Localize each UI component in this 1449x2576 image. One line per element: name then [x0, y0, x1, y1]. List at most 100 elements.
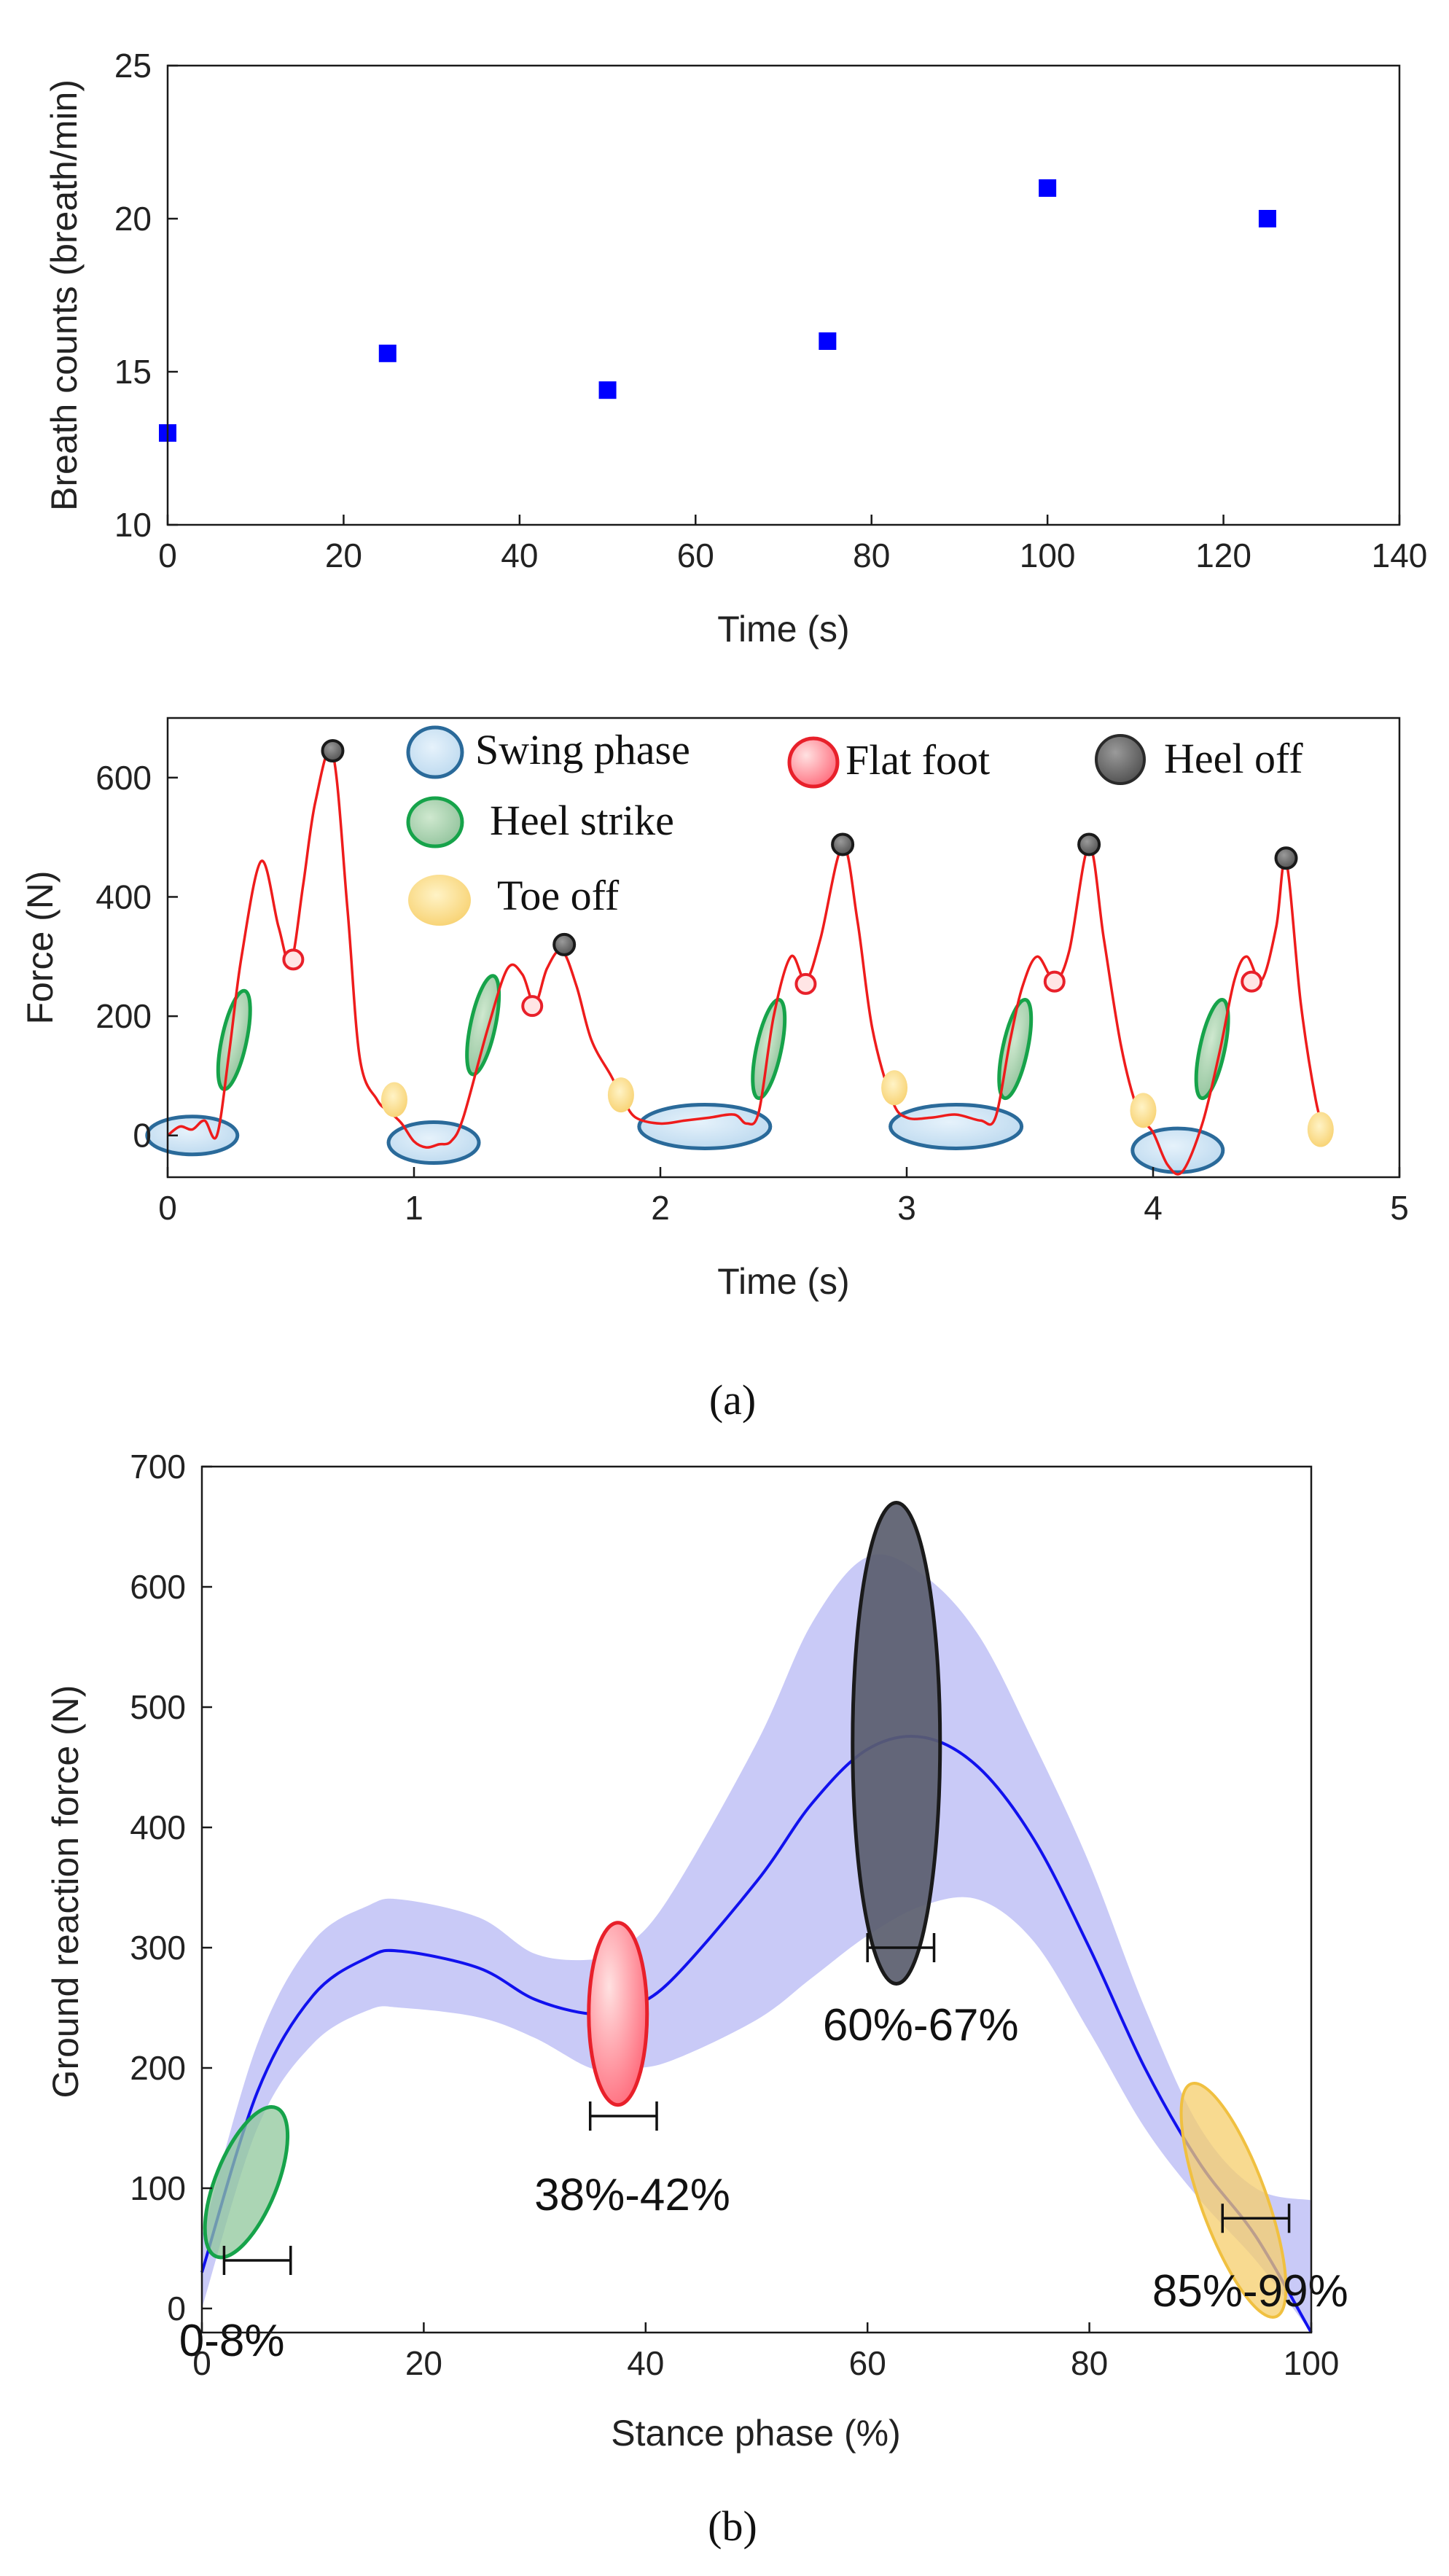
flat-foot-marker: [521, 995, 544, 1018]
force-x-tick-label: 5: [1390, 1189, 1409, 1227]
breath-count-marks: [159, 179, 1276, 442]
breath-y-tick-label: 20: [114, 200, 152, 238]
flat-foot-marker: [1241, 970, 1263, 993]
heel-off-marker: [552, 932, 577, 956]
force-chart-frame: [166, 717, 1401, 1179]
breath-count-chart: 0 20 40 60 80 100 120 140 10 15 20 25 Time (s) Brea…: [44, 47, 1427, 649]
breath-x-tick-label: 40: [501, 536, 538, 574]
heel-off-marker: [831, 832, 855, 856]
stance-x-tick-label: 80: [1071, 2344, 1108, 2382]
flat-foot-marker: [282, 948, 305, 971]
force-marks: [145, 739, 1334, 1176]
breath-y-tick-label: 15: [114, 353, 152, 391]
stance-y-tick-label: 700: [130, 1448, 186, 1486]
swing-phase-legend-icon: [406, 725, 464, 779]
force-y-tick-label: 0: [133, 1117, 152, 1155]
breath-chart-ticks: 0 20 40 60 80 100 120 140 10 15 20 25: [114, 47, 1428, 574]
toe-off-legend-icon: [408, 875, 471, 926]
heel-strike-legend-icon: [406, 796, 464, 848]
swing-phase-marker: [888, 1102, 1024, 1150]
heel-off-region: [851, 1501, 942, 1986]
stance-y-tick-label: 500: [130, 1688, 186, 1726]
force-chart-xlabel: Time (s): [717, 1261, 849, 1302]
legend-swing-phase: Swing phase: [475, 726, 690, 773]
stance-x-tick-label: 0: [192, 2344, 211, 2382]
flat-foot-legend-icon: [787, 736, 840, 789]
breath-x-tick-label: 100: [1020, 536, 1076, 574]
force-legend: Swing phase Flat foot Heel off Heel stri…: [406, 725, 1303, 926]
flat-foot-region: [587, 1921, 649, 2107]
breath-data-point: [819, 332, 837, 350]
force-x-tick-label: 3: [897, 1189, 916, 1227]
breath-x-tick-label: 20: [325, 536, 362, 574]
force-y-tick-label: 400: [95, 878, 152, 916]
toe-off-marker: [380, 1082, 407, 1117]
std-band: [202, 1554, 1311, 2333]
force-chart-ylabel: Force (N): [20, 870, 60, 1024]
stance-x-tick-label: 40: [627, 2344, 664, 2382]
mean-force-line: [200, 1734, 1313, 2333]
toe-off-marker: [1307, 1112, 1334, 1147]
breath-y-tick-label: 10: [114, 506, 152, 544]
stance-chart-frame: [200, 1465, 1313, 2334]
legend-heel-off: Heel off: [1164, 735, 1303, 782]
breath-y-tick-label: 25: [114, 47, 152, 85]
range-label: 60%-67%: [823, 2000, 1019, 2050]
force-chart-ticks: 0 1 2 3 4 5 0 200 400 600: [95, 759, 1409, 1227]
legend-heel-strike: Heel strike: [490, 797, 674, 844]
heel-off-legend-icon: [1095, 734, 1146, 785]
stance-y-tick-label: 200: [130, 2049, 186, 2087]
legend-flat-foot: Flat foot: [845, 736, 990, 784]
force-y-tick-label: 600: [95, 759, 152, 797]
breath-data-point: [378, 344, 397, 362]
stance-y-tick-label: 400: [130, 1808, 186, 1846]
toe-off-marker: [607, 1077, 634, 1113]
swing-phase-marker: [637, 1102, 773, 1150]
range-label: 0-8%: [179, 2316, 285, 2366]
heel-strike-region: [203, 2105, 290, 2260]
toe-off-region: [1179, 2082, 1288, 2319]
stance-marks: 0-8% 38%-42% 60%-67% 85%-99%: [179, 1501, 1348, 2366]
force-x-tick-label: 0: [158, 1189, 177, 1227]
breath-chart-xlabel: Time (s): [717, 609, 849, 649]
flat-foot-marker: [1043, 970, 1066, 993]
heel-off-marker: [1077, 832, 1101, 856]
force-x-tick-label: 4: [1144, 1189, 1163, 1227]
breath-x-tick-label: 80: [853, 536, 890, 574]
heel-off-marker: [321, 739, 345, 762]
breath-data-point: [1039, 179, 1057, 197]
heel-strike-marker: [1194, 998, 1230, 1101]
heel-strike-marker: [465, 974, 501, 1077]
range-label: 85%-99%: [1152, 2266, 1348, 2317]
breath-chart-frame: [166, 64, 1401, 526]
breath-chart-ylabel: Breath counts (breath/min): [44, 79, 85, 511]
range-label: 38%-42%: [534, 2170, 730, 2220]
force-x-tick-label: 2: [651, 1189, 670, 1227]
legend-toe-off: Toe off: [497, 872, 620, 919]
force-y-tick-label: 200: [95, 997, 152, 1035]
stance-x-tick-label: 60: [849, 2344, 886, 2382]
stance-phase-chart: 0-8% 38%-42% 60%-67% 85%-99% 0 20 40 60 80 100 0 1…: [45, 1448, 1348, 2454]
stance-chart-xlabel: Stance phase (%): [611, 2413, 900, 2454]
swing-phase-marker: [386, 1120, 481, 1166]
swing-phase-marker: [1130, 1126, 1225, 1174]
stance-y-tick-label: 300: [130, 1929, 186, 1967]
breath-x-tick-label: 120: [1195, 536, 1251, 574]
swing-phase-marker: [145, 1115, 240, 1157]
heel-off-marker: [1274, 846, 1298, 870]
toe-off-marker: [1130, 1093, 1157, 1128]
heel-strike-marker: [997, 998, 1034, 1101]
breath-data-point: [1258, 210, 1276, 227]
breath-data-point: [598, 381, 617, 399]
breath-x-tick-label: 60: [677, 536, 714, 574]
breath-x-tick-label: 140: [1372, 536, 1428, 574]
stance-chart-ylabel: Ground reaction force (N): [45, 1685, 86, 2099]
stance-y-tick-label: 0: [167, 2290, 186, 2327]
flat-foot-marker: [794, 972, 817, 995]
breath-x-tick-label: 0: [158, 536, 177, 574]
panel-a-label: (a): [709, 1376, 756, 1424]
stance-y-tick-label: 100: [130, 2169, 186, 2207]
stance-x-tick-label: 100: [1284, 2344, 1340, 2382]
force-chart: 0 1 2 3 4 5 0 200 400 600 Time (s) Force (N) Swin…: [20, 717, 1409, 1302]
